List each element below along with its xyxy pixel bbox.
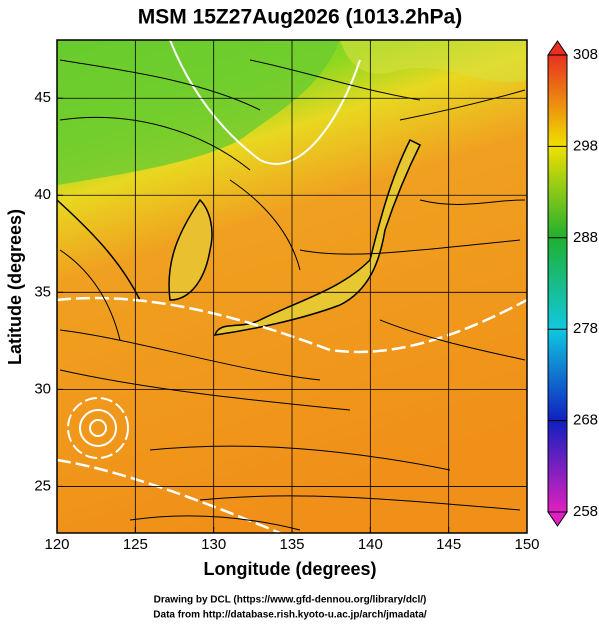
y-axis-label: Latitude (degrees) xyxy=(5,209,25,365)
x-tick-label: 140 xyxy=(358,536,383,553)
x-tick-label: 135 xyxy=(279,536,304,553)
footer: Data from http://database.rish.kyoto-u.a… xyxy=(153,610,427,621)
colorbar-tick-label: 298 xyxy=(573,137,598,154)
y-tick-label: 35 xyxy=(34,283,51,300)
title: MSM 15Z27Aug2026 (1013.2hPa) xyxy=(138,6,462,29)
colorbar: 258 268 278 288 298 308 xyxy=(547,40,598,527)
colorbar-tick-label: 288 xyxy=(573,229,598,246)
typhoon-isobar xyxy=(67,397,129,459)
typhoon-isobar xyxy=(89,419,107,437)
x-tick-label: 150 xyxy=(514,536,539,553)
isobar xyxy=(57,458,281,533)
y-tick-label: 30 xyxy=(34,380,51,397)
x-tick-label: 130 xyxy=(201,536,226,553)
colorbar-tick-label: 268 xyxy=(573,412,598,429)
x-tick-label: 120 xyxy=(44,536,69,553)
axes: 120 125 130 135 140 145 150 25 30 35 40 45 xyxy=(34,40,540,553)
x-axis-label: Longitude (degrees) xyxy=(203,559,376,579)
x-tick-label: 125 xyxy=(123,536,148,553)
streamlines xyxy=(59,59,526,531)
y-tick-label: 40 xyxy=(34,186,51,203)
coastline xyxy=(57,199,141,301)
colorbar-tick-label: 278 xyxy=(573,320,598,337)
colorbar-scale xyxy=(547,54,568,513)
colorbar-tick-label: 308 xyxy=(573,46,598,63)
colorbar-tick-label: 258 xyxy=(573,503,598,520)
plot-frame xyxy=(56,39,528,534)
typhoon-isobar xyxy=(79,409,117,447)
isobar xyxy=(57,296,527,354)
cool-region xyxy=(57,40,340,185)
x-tick-label: 145 xyxy=(436,536,461,553)
colorbar-arrow xyxy=(547,511,568,527)
colorbar-arrow xyxy=(547,40,568,56)
y-tick-label: 45 xyxy=(34,89,51,106)
korea-outline xyxy=(168,198,213,301)
footer: Drawing by DCL (https://www.gfd-dennou.o… xyxy=(154,595,427,606)
land-region xyxy=(340,40,527,83)
y-tick-label: 25 xyxy=(34,477,51,494)
